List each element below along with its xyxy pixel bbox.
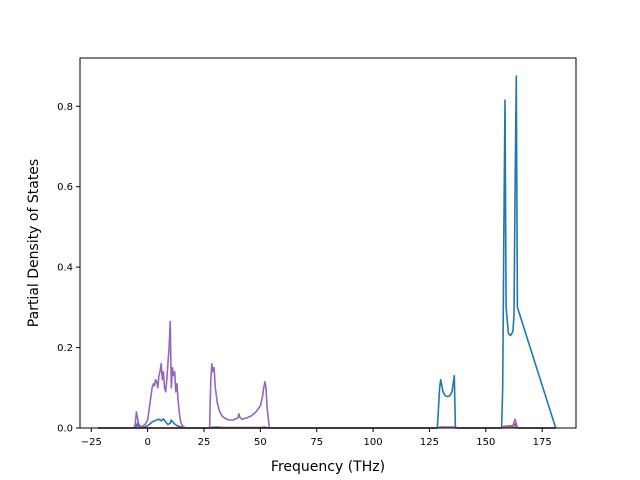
x-tick-label: 175 — [533, 437, 552, 448]
y-tick-label: 0.6 — [57, 182, 73, 193]
x-tick-label: 0 — [144, 437, 150, 448]
y-tick-label: 0.0 — [57, 424, 73, 435]
y-axis-label: Partial Density of States — [26, 159, 42, 327]
series-line-4 — [98, 320, 556, 429]
x-tick-label: −25 — [81, 437, 102, 448]
x-axis-label: Frequency (THz) — [271, 459, 385, 475]
x-axis-ticks: −25 0 25 50 75 100 125 150 175 — [81, 428, 552, 448]
x-tick-label: 25 — [198, 437, 211, 448]
plot-area-frame — [79, 57, 577, 429]
x-tick-label: 125 — [420, 437, 439, 448]
x-tick-label: 150 — [476, 437, 495, 448]
x-tick-label: 75 — [310, 437, 323, 448]
y-tick-label: 0.8 — [57, 102, 73, 113]
y-tick-label: 0.2 — [57, 343, 73, 354]
y-tick-label: 0.4 — [57, 263, 73, 274]
y-axis-ticks: 0.0 0.2 0.4 0.6 0.8 — [57, 102, 80, 435]
x-tick-label: 50 — [254, 437, 267, 448]
x-tick-label: 100 — [364, 437, 383, 448]
